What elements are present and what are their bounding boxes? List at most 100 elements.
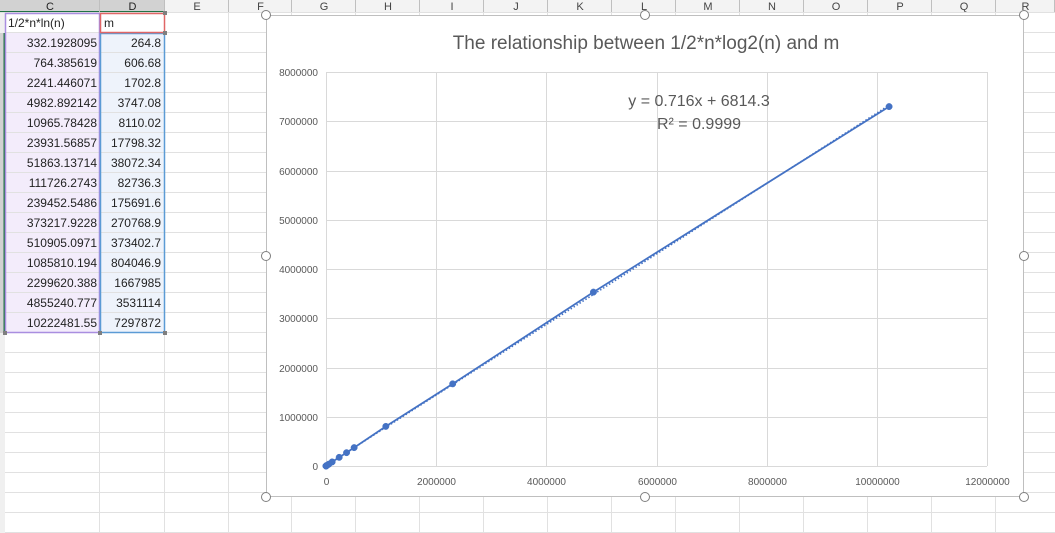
data-point[interactable] xyxy=(449,380,457,388)
column-header[interactable] xyxy=(612,0,676,13)
column-header-label: F xyxy=(257,1,264,13)
table-cell-x[interactable]: 4982.892142 xyxy=(26,96,97,110)
column-header-label: L xyxy=(641,1,647,13)
chart-resize-handle-bottom-middle[interactable] xyxy=(640,492,650,502)
table-cell-m[interactable]: 606.68 xyxy=(124,56,161,70)
column-header[interactable] xyxy=(0,0,100,13)
chart-title: The relationship between 1/2*n*log2(n) a… xyxy=(453,33,840,54)
table-cell-x[interactable]: 10965.78428 xyxy=(26,116,97,130)
column-header[interactable] xyxy=(229,0,292,13)
y-tick-label: 0 xyxy=(312,462,318,473)
trendline-equation: y = 0.716x + 6814.3 xyxy=(628,93,770,110)
chart-resize-handle-top-left[interactable] xyxy=(261,10,271,20)
table-cell-x[interactable]: 332.1928095 xyxy=(26,36,97,50)
table-header-m[interactable]: m xyxy=(104,16,114,30)
table-cell-x[interactable]: 510905.0971 xyxy=(26,236,97,250)
table-cell-x[interactable]: 23931.56857 xyxy=(26,136,97,150)
table-cell-x[interactable]: 4855240.777 xyxy=(26,296,97,310)
table-cell-x[interactable]: 239452.5486 xyxy=(26,196,97,210)
table-cell-m[interactable]: 38072.34 xyxy=(110,156,161,170)
y-tick-label: 5000000 xyxy=(279,216,318,227)
y-tick-label: 1000000 xyxy=(279,413,318,424)
column-header[interactable] xyxy=(676,0,740,13)
data-point[interactable] xyxy=(382,422,390,430)
x-tick-label: 0 xyxy=(324,477,330,488)
y-tick-label: 6000000 xyxy=(279,167,318,178)
column-header[interactable] xyxy=(996,0,1055,13)
table-cell-m[interactable]: 3531114 xyxy=(116,296,161,310)
table-cell-x[interactable]: 764.385619 xyxy=(33,56,97,70)
chart-area[interactable]: 0 1000000 2000000 3000000 4000000 5000000 6000… xyxy=(266,15,1024,497)
x-tick-label: 8000000 xyxy=(748,477,787,488)
chart-resize-handle-middle-left[interactable] xyxy=(261,251,271,261)
column-header-label: R xyxy=(1022,1,1030,13)
data-point[interactable] xyxy=(589,288,597,296)
chart-resize-handle-bottom-right[interactable] xyxy=(1019,492,1029,502)
table-cell-m[interactable]: 7297872 xyxy=(114,316,161,330)
table-cell-m[interactable]: 264.8 xyxy=(130,36,161,50)
table-cell-x[interactable]: 373217.9228 xyxy=(26,216,97,230)
chart-plot: 0 1000000 2000000 3000000 4000000 5000000 6000… xyxy=(279,33,1010,488)
column-header[interactable] xyxy=(548,0,612,13)
data-point[interactable] xyxy=(343,449,351,457)
table-cell-m[interactable]: 373402.7 xyxy=(110,236,161,250)
column-header-label: K xyxy=(576,1,584,13)
range-highlight-x xyxy=(4,12,101,334)
y-tick-label: 8000000 xyxy=(279,68,318,79)
column-header[interactable] xyxy=(165,0,229,13)
data-point[interactable] xyxy=(328,458,336,466)
chart-resize-handle-top-right[interactable] xyxy=(1019,10,1029,20)
column-header-label: P xyxy=(896,1,903,13)
table-cell-x[interactable]: 51863.13714 xyxy=(26,156,97,170)
column-header-label: D xyxy=(129,1,137,13)
table-cell-x[interactable]: 10222481.55 xyxy=(26,316,97,330)
table-cell-m[interactable]: 17798.32 xyxy=(110,136,161,150)
data-point[interactable] xyxy=(885,103,893,111)
column-header-label: H xyxy=(384,1,392,13)
table-cell-m[interactable]: 1667985 xyxy=(114,276,161,290)
data-point[interactable] xyxy=(335,453,343,461)
column-header[interactable] xyxy=(932,0,996,13)
table-header-x[interactable]: 1/2*n*ln(n) xyxy=(8,16,65,30)
table-cell-m[interactable]: 3747.08 xyxy=(117,96,161,110)
trendline-r-squared: R² = 0.9999 xyxy=(657,116,741,133)
x-tick-label: 12000000 xyxy=(965,477,1010,488)
column-header-label: I xyxy=(450,1,453,13)
table-cell-x[interactable]: 2299620.388 xyxy=(26,276,97,290)
column-header-label: J xyxy=(513,1,519,13)
y-tick-label: 3000000 xyxy=(279,314,318,325)
gridlines xyxy=(326,72,988,467)
column-header-label: G xyxy=(320,1,329,13)
table-cell-m[interactable]: 175691.6 xyxy=(110,196,161,210)
table-cell-m[interactable]: 270768.9 xyxy=(110,216,161,230)
column-header-label: E xyxy=(193,1,200,13)
table-cell-x[interactable]: 2241.446071 xyxy=(26,76,97,90)
table-cell-x[interactable]: 111726.2743 xyxy=(28,176,97,190)
x-tick-label: 10000000 xyxy=(855,477,900,488)
y-tick-label: 4000000 xyxy=(279,265,318,276)
column-header[interactable] xyxy=(804,0,868,13)
y-tick-label: 7000000 xyxy=(279,117,318,128)
chart-resize-handle-bottom-left[interactable] xyxy=(261,492,271,502)
column-header[interactable] xyxy=(356,0,420,13)
range-highlight-series-name xyxy=(99,12,166,34)
chart-resize-handle-middle-right[interactable] xyxy=(1019,251,1029,261)
chart-resize-handle-top-middle[interactable] xyxy=(640,10,650,20)
data-point[interactable] xyxy=(350,444,358,452)
table-cell-m[interactable]: 1702.8 xyxy=(124,76,161,90)
table-cell-m[interactable]: 8110.02 xyxy=(118,116,162,130)
y-tick-label: 2000000 xyxy=(279,364,318,375)
table-cell-m[interactable]: 82736.3 xyxy=(117,176,161,190)
range-highlight-y xyxy=(99,32,166,334)
x-tick-label: 6000000 xyxy=(638,477,677,488)
table-cell-m[interactable]: 804046.9 xyxy=(110,256,161,270)
column-header[interactable] xyxy=(740,0,804,13)
column-header[interactable] xyxy=(420,0,484,13)
column-header[interactable] xyxy=(292,0,356,13)
column-header[interactable] xyxy=(484,0,548,13)
column-header[interactable] xyxy=(868,0,932,13)
table-cell-x[interactable]: 1085810.194 xyxy=(26,256,97,270)
column-header[interactable] xyxy=(100,0,165,13)
column-header-label: N xyxy=(768,1,776,13)
